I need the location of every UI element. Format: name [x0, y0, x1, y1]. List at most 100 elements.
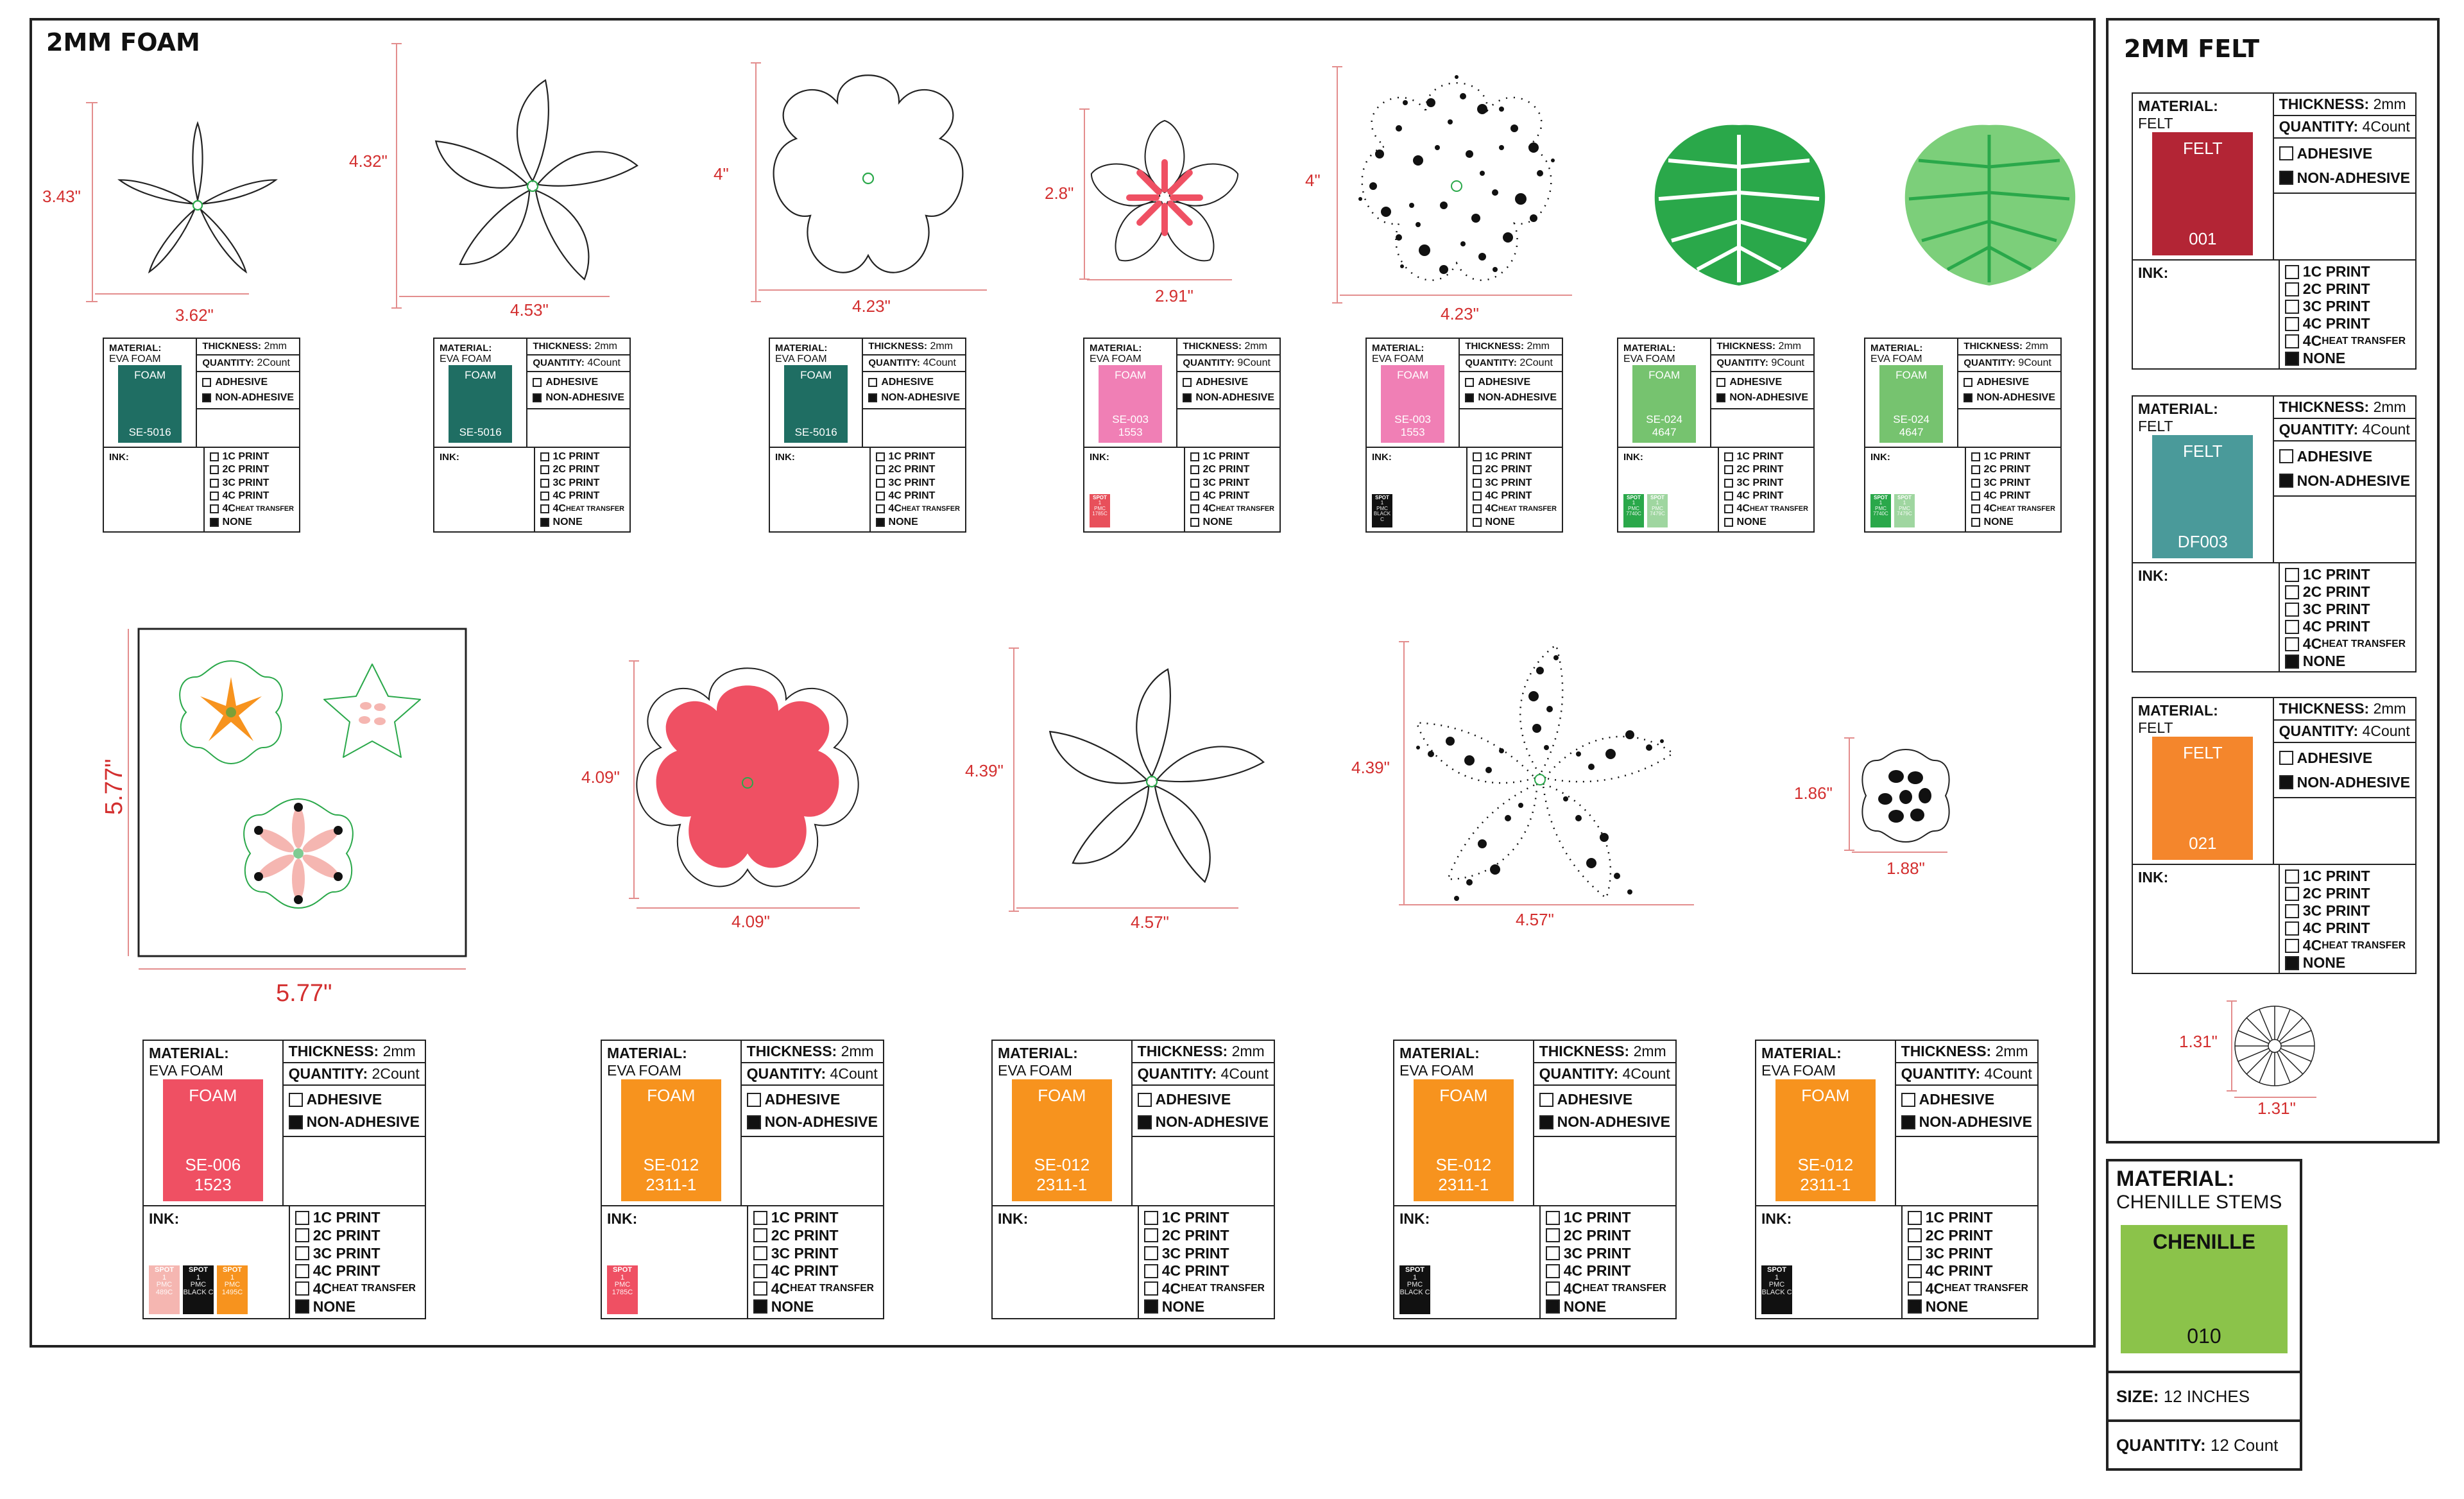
- adhesive-checkbox[interactable]: [533, 378, 542, 387]
- non-adhesive-checkbox[interactable]: [288, 1115, 303, 1129]
- print-3c-checkbox[interactable]: [1143, 1246, 1158, 1261]
- none-checkbox[interactable]: [209, 517, 219, 527]
- non-adhesive-checkbox[interactable]: [1183, 393, 1192, 402]
- print-2c-checkbox[interactable]: [2284, 886, 2299, 901]
- print-3c-checkbox[interactable]: [540, 478, 549, 488]
- none-checkbox[interactable]: [1472, 517, 1482, 527]
- none-checkbox[interactable]: [540, 517, 549, 527]
- print-2c-checkbox[interactable]: [2284, 585, 2299, 599]
- print-1c-checkbox[interactable]: [1472, 452, 1482, 462]
- none-checkbox[interactable]: [1143, 1299, 1158, 1314]
- print-3c-checkbox[interactable]: [2284, 904, 2299, 918]
- print-1c-checkbox[interactable]: [875, 452, 885, 462]
- print-2c-checkbox[interactable]: [875, 465, 885, 475]
- adhesive-checkbox[interactable]: [746, 1092, 761, 1107]
- print-2c-checkbox[interactable]: [1907, 1228, 1922, 1243]
- none-checkbox[interactable]: [1190, 517, 1199, 527]
- adhesive-checkbox[interactable]: [2279, 751, 2293, 765]
- print-3c-checkbox[interactable]: [209, 478, 219, 488]
- print-1c-checkbox[interactable]: [2284, 264, 2299, 279]
- non-adhesive-checkbox[interactable]: [202, 393, 212, 402]
- adhesive-checkbox[interactable]: [2279, 449, 2293, 463]
- print-3c-checkbox[interactable]: [1472, 478, 1482, 488]
- adhesive-checkbox[interactable]: [1539, 1092, 1553, 1107]
- print-1c-checkbox[interactable]: [753, 1210, 767, 1225]
- heat-transfer-checkbox[interactable]: [295, 1281, 309, 1296]
- print-4c-checkbox[interactable]: [1545, 1263, 1560, 1278]
- none-checkbox[interactable]: [295, 1299, 309, 1314]
- non-adhesive-checkbox[interactable]: [533, 393, 542, 402]
- none-checkbox[interactable]: [1724, 517, 1733, 527]
- print-4c-checkbox[interactable]: [1143, 1263, 1158, 1278]
- none-checkbox[interactable]: [1545, 1299, 1560, 1314]
- print-1c-checkbox[interactable]: [295, 1210, 309, 1225]
- print-1c-checkbox[interactable]: [540, 452, 549, 462]
- heat-transfer-checkbox[interactable]: [540, 504, 549, 514]
- adhesive-checkbox[interactable]: [202, 378, 212, 387]
- heat-transfer-checkbox[interactable]: [875, 504, 885, 514]
- print-2c-checkbox[interactable]: [1724, 465, 1733, 475]
- non-adhesive-checkbox[interactable]: [2279, 171, 2293, 185]
- heat-transfer-checkbox[interactable]: [1907, 1281, 1922, 1296]
- print-1c-checkbox[interactable]: [1971, 452, 1980, 462]
- print-2c-checkbox[interactable]: [1971, 465, 1980, 475]
- print-4c-checkbox[interactable]: [1190, 492, 1199, 501]
- print-1c-checkbox[interactable]: [2284, 869, 2299, 884]
- adhesive-checkbox[interactable]: [288, 1092, 303, 1107]
- print-2c-checkbox[interactable]: [2284, 282, 2299, 296]
- heat-transfer-checkbox[interactable]: [1545, 1281, 1560, 1296]
- none-checkbox[interactable]: [753, 1299, 767, 1314]
- heat-transfer-checkbox[interactable]: [2284, 334, 2299, 348]
- print-2c-checkbox[interactable]: [1472, 465, 1482, 475]
- adhesive-checkbox[interactable]: [1716, 378, 1726, 387]
- print-4c-checkbox[interactable]: [295, 1263, 309, 1278]
- print-3c-checkbox[interactable]: [1907, 1246, 1922, 1261]
- print-4c-checkbox[interactable]: [209, 492, 219, 501]
- print-1c-checkbox[interactable]: [1724, 452, 1733, 462]
- print-4c-checkbox[interactable]: [1472, 492, 1482, 501]
- heat-transfer-checkbox[interactable]: [1724, 504, 1733, 514]
- print-4c-checkbox[interactable]: [1907, 1263, 1922, 1278]
- heat-transfer-checkbox[interactable]: [2284, 637, 2299, 651]
- adhesive-checkbox[interactable]: [1901, 1092, 1915, 1107]
- print-3c-checkbox[interactable]: [875, 478, 885, 488]
- print-2c-checkbox[interactable]: [1143, 1228, 1158, 1243]
- print-4c-checkbox[interactable]: [1724, 492, 1733, 501]
- print-4c-checkbox[interactable]: [2284, 921, 2299, 936]
- print-2c-checkbox[interactable]: [1190, 465, 1199, 475]
- non-adhesive-checkbox[interactable]: [868, 393, 878, 402]
- none-checkbox[interactable]: [2284, 351, 2299, 366]
- print-2c-checkbox[interactable]: [295, 1228, 309, 1243]
- non-adhesive-checkbox[interactable]: [1465, 393, 1475, 402]
- print-3c-checkbox[interactable]: [2284, 299, 2299, 314]
- print-3c-checkbox[interactable]: [1724, 478, 1733, 488]
- print-4c-checkbox[interactable]: [1971, 492, 1980, 501]
- non-adhesive-checkbox[interactable]: [1901, 1115, 1915, 1129]
- none-checkbox[interactable]: [2284, 955, 2299, 970]
- heat-transfer-checkbox[interactable]: [1971, 504, 1980, 514]
- heat-transfer-checkbox[interactable]: [1143, 1281, 1158, 1296]
- print-3c-checkbox[interactable]: [1545, 1246, 1560, 1261]
- print-2c-checkbox[interactable]: [540, 465, 549, 475]
- print-3c-checkbox[interactable]: [1190, 478, 1199, 488]
- print-2c-checkbox[interactable]: [1545, 1228, 1560, 1243]
- non-adhesive-checkbox[interactable]: [746, 1115, 761, 1129]
- print-4c-checkbox[interactable]: [875, 492, 885, 501]
- print-4c-checkbox[interactable]: [540, 492, 549, 501]
- non-adhesive-checkbox[interactable]: [1716, 393, 1726, 402]
- print-1c-checkbox[interactable]: [1190, 452, 1199, 462]
- adhesive-checkbox[interactable]: [1964, 378, 1973, 387]
- print-3c-checkbox[interactable]: [1971, 478, 1980, 488]
- print-4c-checkbox[interactable]: [753, 1263, 767, 1278]
- print-3c-checkbox[interactable]: [295, 1246, 309, 1261]
- print-4c-checkbox[interactable]: [2284, 316, 2299, 331]
- non-adhesive-checkbox[interactable]: [1137, 1115, 1152, 1129]
- print-1c-checkbox[interactable]: [1545, 1210, 1560, 1225]
- non-adhesive-checkbox[interactable]: [1964, 393, 1973, 402]
- adhesive-checkbox[interactable]: [868, 378, 878, 387]
- heat-transfer-checkbox[interactable]: [209, 504, 219, 514]
- heat-transfer-checkbox[interactable]: [753, 1281, 767, 1296]
- print-1c-checkbox[interactable]: [1143, 1210, 1158, 1225]
- print-1c-checkbox[interactable]: [1907, 1210, 1922, 1225]
- adhesive-checkbox[interactable]: [1137, 1092, 1152, 1107]
